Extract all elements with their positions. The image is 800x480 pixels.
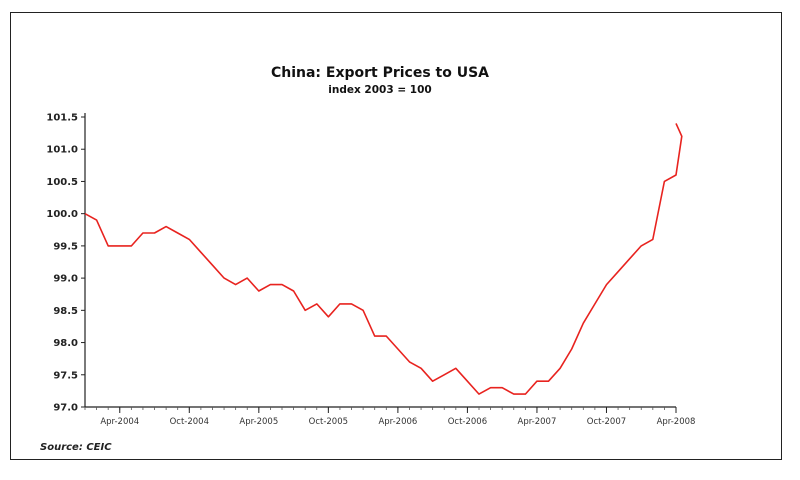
y-tick-label: 101.0 [46,145,78,156]
y-tick-label: 98.0 [53,338,78,349]
y-axis-ticks: 101.5 101.0 100.5 100.0 99.5 99.0 98.5 98.0 97.5… [46,113,85,414]
x-tick-label: Apr-2005 [239,417,278,427]
y-tick-label: 101.5 [46,113,78,124]
x-tick-label: Apr-2004 [100,417,139,427]
x-tick-label: Oct-2004 [170,417,209,427]
y-tick-label: 98.5 [53,306,78,317]
y-tick-label: 100.5 [46,177,78,188]
y-tick-label: 99.0 [53,274,78,285]
x-tick-label: Apr-2008 [657,417,696,427]
y-tick-label: 97.5 [53,370,78,381]
source-note: Source: CEIC [40,442,112,453]
x-tick-label: Oct-2006 [448,417,487,427]
chart-axes [84,113,676,408]
y-tick-label: 97.0 [53,403,78,414]
y-tick-label: 100.0 [46,209,78,220]
chart-title: China: Export Prices to USA [271,65,489,81]
x-tick-label: Apr-2007 [518,417,557,427]
x-axis-ticks: Apr-2004 Oct-2004 Apr-2005 Oct-2005 Apr-2006… [84,407,696,427]
y-tick-label: 99.5 [53,241,78,252]
x-tick-label: Apr-2006 [378,417,417,427]
series-group [84,123,683,395]
x-tick-label: Oct-2007 [587,417,626,427]
chart-subtitle: index 2003 = 100 [328,84,431,96]
x-tick-label: Oct-2005 [309,417,348,427]
series-line-0 [84,123,683,395]
